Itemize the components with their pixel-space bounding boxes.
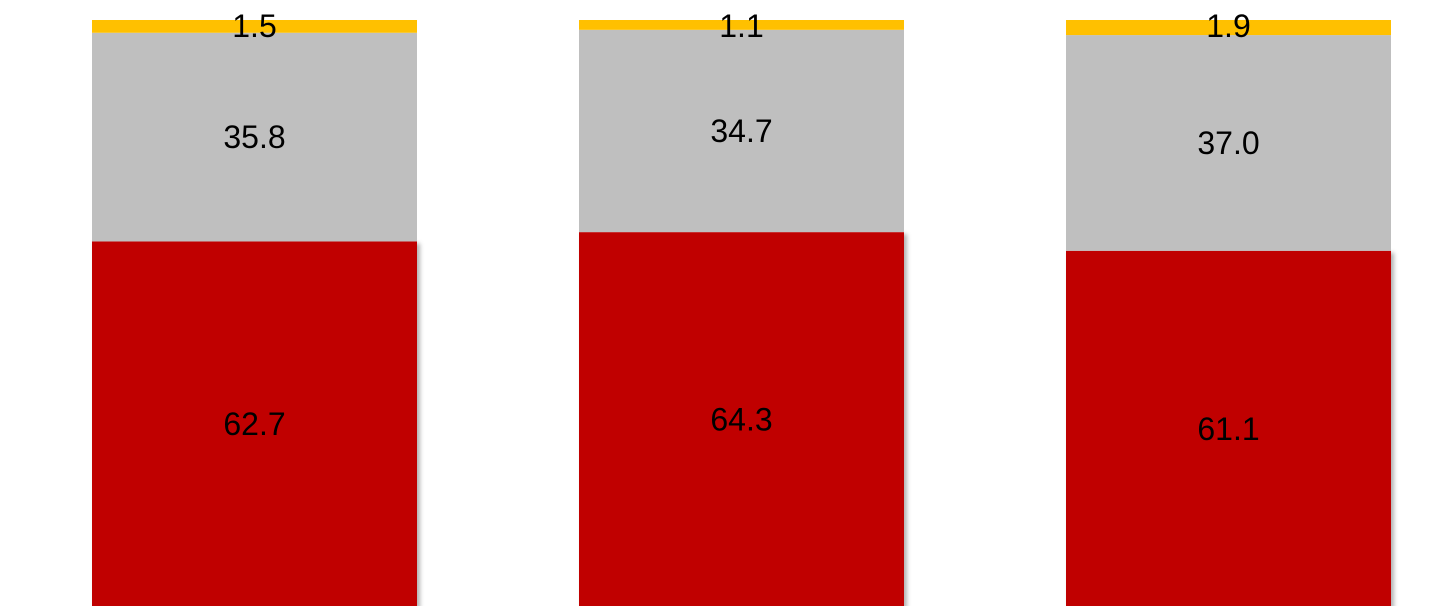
bar-3-red-value-label: 61.1 [1197, 411, 1259, 447]
bar-3-red-segment [1066, 250, 1391, 606]
bar-1-gray-value-label: 35.8 [223, 119, 285, 155]
bar-3-gray-value-label: 37.0 [1197, 125, 1259, 161]
bar-1-yellow-segment [92, 20, 417, 33]
bar-1-yellow-value-label: 1.5 [232, 8, 276, 44]
bar-3-gray-segment [1066, 35, 1391, 251]
bar-2-yellow-segment [579, 20, 904, 30]
data-labels-layer: 62.7 35.8 1.5 64.3 34.7 1.1 61.1 37.0 1.9 [223, 8, 1259, 447]
bar-3-yellow-segment [1066, 20, 1391, 36]
bar-2-gray-value-label: 34.7 [710, 113, 772, 149]
bar-1-red-segment [92, 241, 417, 606]
bar-3-yellow-value-label: 1.9 [1206, 8, 1250, 44]
bar-2-red-value-label: 64.3 [710, 402, 772, 438]
bar-1-red-value-label: 62.7 [223, 406, 285, 442]
bar-2-yellow-value-label: 1.1 [719, 8, 763, 44]
bar-2-gray-segment [579, 29, 904, 233]
bars-layer [92, 20, 1391, 606]
bar-2-red-segment [579, 232, 904, 606]
bar-1-gray-segment [92, 32, 417, 242]
